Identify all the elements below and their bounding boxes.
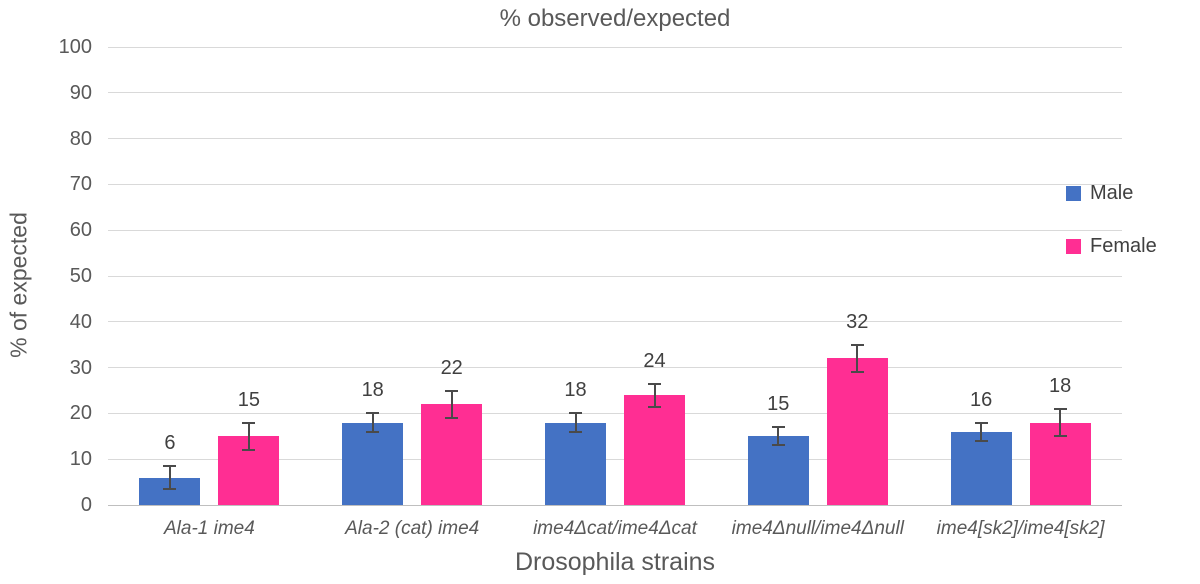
error-bar (168, 466, 171, 489)
error-bar-cap-top (242, 421, 256, 424)
y-tick-label: 0 (80, 494, 92, 516)
gridline (108, 183, 1122, 185)
bar-male-5 (950, 431, 1012, 505)
gridline (108, 458, 1122, 460)
gridline (108, 92, 1122, 94)
bar-female-2 (421, 404, 483, 505)
error-bar-cap-bottom (1053, 435, 1067, 438)
y-tick-label: 70 (69, 173, 92, 196)
gridline (108, 321, 1122, 323)
legend: Male Female (1066, 183, 1157, 289)
data-label: 6 (164, 432, 176, 455)
bar-female-4 (826, 358, 888, 505)
gridline (108, 46, 1122, 48)
legend-item-male: Male (1066, 183, 1157, 203)
x-tick-label: Ala-2 (cat) ime4 (345, 518, 480, 539)
data-label: 24 (643, 349, 666, 372)
y-tick-label: 60 (69, 219, 92, 242)
error-bar-cap-bottom (771, 444, 785, 447)
legend-item-female: Female (1066, 236, 1157, 256)
x-tick-label: Ala-1 ime4 (163, 518, 255, 539)
error-bar (247, 422, 250, 451)
y-tick-label: 90 (69, 81, 92, 104)
gridline (108, 229, 1122, 231)
gridline (108, 367, 1122, 369)
error-bar (653, 383, 656, 407)
error-bar-cap-top (569, 412, 582, 415)
error-bar (980, 422, 983, 441)
legend-label: Male (1090, 182, 1134, 204)
gridline (108, 275, 1122, 277)
bar-male-3 (545, 422, 606, 505)
error-bar-cap-top (974, 421, 988, 424)
y-tick-label: 40 (69, 310, 92, 333)
error-bar-cap-bottom (850, 371, 864, 374)
data-label: 15 (767, 393, 790, 416)
error-bar (1059, 408, 1062, 437)
x-axis-line (108, 504, 1122, 506)
data-label: 18 (564, 379, 587, 402)
error-bar-cap-top (366, 412, 380, 415)
error-bar-cap-bottom (163, 487, 177, 490)
data-label: 18 (1048, 374, 1072, 397)
error-bar-cap-top (445, 389, 459, 392)
legend-label: Female (1090, 235, 1157, 257)
error-bar-cap-top (850, 343, 864, 346)
error-bar-cap-bottom (445, 416, 459, 419)
y-tick-label: 30 (69, 356, 92, 379)
error-bar-cap-top (771, 426, 785, 429)
y-tick-label: 100 (58, 36, 92, 58)
error-bar (574, 413, 577, 432)
bar-male-4 (747, 436, 809, 505)
y-tick-label: 20 (69, 402, 92, 425)
error-bar-cap-bottom (648, 405, 661, 408)
error-bar-cap-top (163, 465, 177, 468)
x-tick-label: ime4Δnull/ime4Δnull (731, 518, 904, 539)
legend-swatch-male (1066, 185, 1081, 201)
data-label: 15 (237, 388, 261, 411)
x-tick-label: ime4Δcat/ime4Δcat (533, 518, 697, 539)
error-bar-cap-top (1053, 407, 1067, 410)
error-bar (777, 427, 780, 446)
bar-female-3 (624, 395, 685, 505)
error-bar-cap-bottom (366, 430, 380, 433)
gridline (108, 412, 1122, 414)
x-axis-title: Drosophila strains (514, 548, 716, 576)
error-bar-cap-bottom (569, 430, 582, 433)
legend-swatch-female (1066, 238, 1081, 254)
bar-male-2 (342, 422, 404, 505)
data-label: 22 (440, 356, 463, 379)
data-label: 16 (969, 388, 993, 411)
gridline (108, 138, 1122, 140)
error-bar-cap-bottom (242, 449, 256, 452)
error-bar (371, 413, 374, 432)
data-label: 18 (361, 379, 384, 402)
y-tick-label: 50 (69, 265, 92, 287)
error-bar-cap-top (648, 382, 661, 385)
y-tick-label: 80 (69, 127, 92, 150)
data-label: 32 (846, 310, 869, 333)
y-tick-label: 10 (69, 448, 92, 471)
error-bar (856, 344, 859, 373)
chart-title: % observed/expected (499, 5, 731, 32)
error-bar (450, 390, 453, 418)
x-tick-label: ime4[sk2]/ime4[sk2] (936, 518, 1105, 539)
plot-area: 6 18 18 15 16 15 22 24 32 18 (108, 46, 1122, 506)
error-bar-cap-bottom (974, 439, 988, 442)
